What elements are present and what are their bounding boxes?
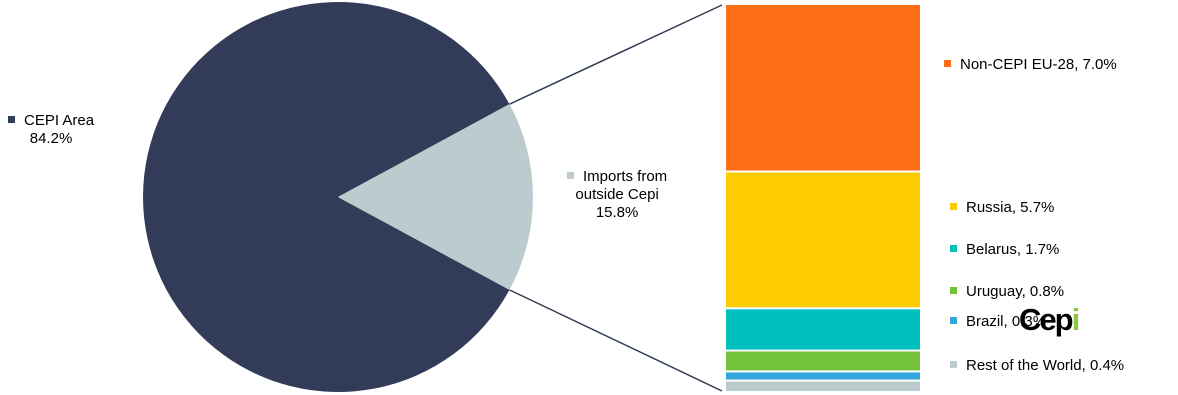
connector-line-bottom: [509, 289, 723, 392]
cepi-area-label: CEPI Area: [24, 112, 95, 129]
legend-marker-imports: [567, 172, 574, 179]
legend-marker-non-cepi-eu28: [944, 60, 951, 67]
brazil-text: Brazil, 0.3%: [966, 313, 1047, 330]
bar-segment-russia: [726, 172, 920, 308]
legend-marker-russia: [950, 203, 957, 210]
pie-label-cepi-area: CEPI Area 84.2%: [8, 112, 94, 148]
segment-label-uruguay: Uruguay, 0.8%: [950, 283, 1064, 301]
imports-label-line1: Imports from: [583, 168, 668, 185]
pie-slice-cepi-area: [143, 1, 510, 392]
segment-label-russia: Russia, 5.7%: [950, 199, 1054, 217]
cepi-area-value: 84.2%: [29, 130, 73, 147]
bar-segment-brazil: [726, 372, 920, 380]
bar-segment-uruguay: [726, 351, 920, 371]
imports-label-line2: outside Cepi: [575, 186, 659, 203]
connector-line-top: [509, 4, 723, 105]
pie-label-imports: Imports from outside Cepi 15.8%: [567, 168, 667, 222]
legend-marker-rest-of-world: [950, 361, 957, 368]
segment-label-non-cepi-eu28: Non-CEPI EU-28, 7.0%: [944, 56, 1117, 74]
bar-segment-belarus: [726, 309, 920, 350]
rest-of-world-text: Rest of the World, 0.4%: [966, 357, 1125, 374]
bar-segment-non-cepi-eu-28: [726, 5, 920, 171]
segment-label-rest-of-world: Rest of the World, 0.4%: [950, 357, 1124, 375]
belarus-text: Belarus, 1.7%: [966, 241, 1060, 258]
uruguay-text: Uruguay, 0.8%: [966, 283, 1065, 300]
cepi-logo: Cepi: [1019, 302, 1080, 337]
pie-slice-imports: [338, 104, 533, 290]
legend-marker-cepi-area: [8, 116, 15, 123]
imports-value: 15.8%: [595, 204, 639, 221]
legend-marker-belarus: [950, 245, 957, 252]
bar-segment-rest-of-the-world: [726, 381, 920, 391]
non-cepi-eu28-text: Non-CEPI EU-28, 7.0%: [960, 56, 1117, 73]
legend-marker-uruguay: [950, 287, 957, 294]
russia-text: Russia, 5.7%: [966, 199, 1055, 216]
segment-label-brazil: Brazil, 0.3%: [950, 313, 1046, 331]
legend-marker-brazil: [950, 317, 957, 324]
segment-label-belarus: Belarus, 1.7%: [950, 241, 1059, 259]
